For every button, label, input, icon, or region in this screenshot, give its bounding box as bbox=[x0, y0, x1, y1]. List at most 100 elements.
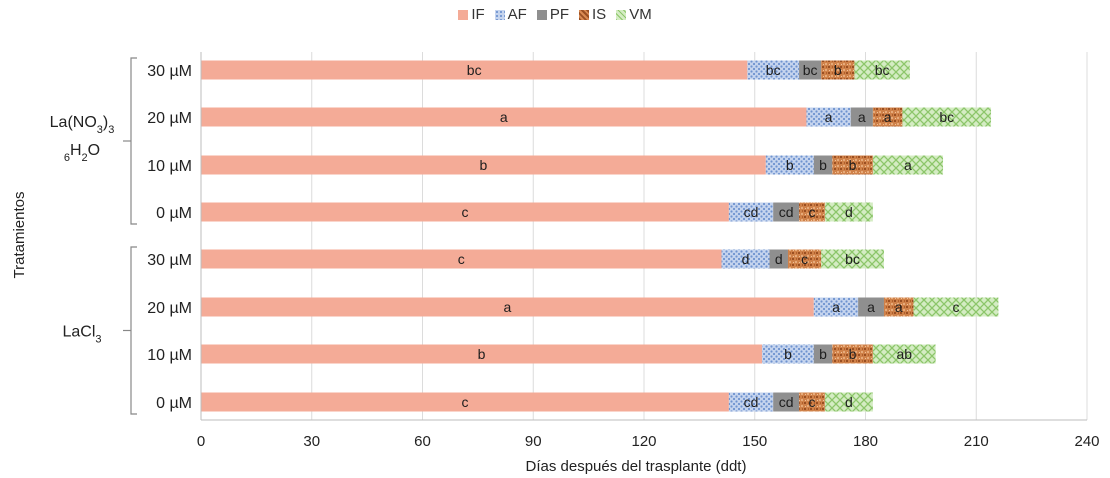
bar-is bbox=[799, 202, 825, 222]
group-label-line2: 6H2O bbox=[64, 142, 100, 164]
bar-is bbox=[832, 155, 873, 175]
bar-data-label: b bbox=[849, 346, 857, 362]
bar-data-label: a bbox=[867, 299, 875, 315]
bar-af bbox=[813, 297, 859, 317]
legend-swatch bbox=[494, 10, 505, 20]
x-axis-label: Días después del trasplante (ddt) bbox=[526, 458, 747, 475]
bar-data-label: b bbox=[849, 157, 857, 173]
bar-data-label: d bbox=[845, 394, 853, 410]
bar-data-label: b bbox=[478, 346, 486, 362]
category-label: 20 µM bbox=[147, 110, 192, 127]
bar-data-label: c bbox=[801, 251, 808, 267]
grid-lines bbox=[311, 52, 1088, 420]
category-label: 0 µM bbox=[156, 205, 192, 222]
bar-data-label: c bbox=[952, 299, 959, 315]
category-label: 30 µM bbox=[147, 252, 192, 269]
bars bbox=[201, 60, 999, 412]
group-bracket bbox=[130, 57, 137, 225]
bar-data-label: a bbox=[832, 299, 840, 315]
bar-data-label: b bbox=[786, 157, 794, 173]
x-tick-label: 90 bbox=[525, 433, 542, 450]
bar-if bbox=[201, 155, 766, 175]
bar-data-label: b bbox=[834, 62, 842, 78]
bar-af bbox=[728, 202, 774, 222]
bar-data-label: a bbox=[858, 109, 866, 125]
bar-vm bbox=[913, 297, 999, 317]
bar-pf bbox=[813, 344, 833, 364]
bar-is bbox=[832, 344, 873, 364]
x-tick-label: 0 bbox=[197, 433, 205, 450]
bar-vm bbox=[824, 392, 873, 412]
bar-data-label: bc bbox=[939, 109, 954, 125]
legend-item-vm: VM bbox=[616, 6, 652, 23]
group-bracket bbox=[130, 246, 137, 415]
bar-is bbox=[821, 60, 855, 80]
bar-af bbox=[765, 155, 814, 175]
category-label: 30 µM bbox=[147, 63, 192, 80]
bar-data-label: b bbox=[480, 157, 488, 173]
bar-af bbox=[728, 392, 774, 412]
legend-label: IS bbox=[592, 6, 607, 23]
bar-if bbox=[201, 249, 722, 269]
bar-vm bbox=[821, 249, 884, 269]
bar-af bbox=[806, 107, 851, 127]
legend-swatch bbox=[536, 10, 547, 20]
bar-pf bbox=[799, 60, 822, 80]
category-label: 20 µM bbox=[147, 300, 192, 317]
bar-data-label: bc bbox=[766, 62, 781, 78]
category-label: 0 µM bbox=[156, 395, 192, 412]
bar-vm bbox=[872, 344, 936, 364]
bar-data-label: bc bbox=[845, 251, 860, 267]
bar-is bbox=[883, 297, 914, 317]
bar-data-label: a bbox=[825, 109, 833, 125]
category-label: 10 µM bbox=[147, 347, 192, 364]
bar-is bbox=[872, 107, 903, 127]
bar-data-label: ab bbox=[896, 346, 912, 362]
category-label: 10 µM bbox=[147, 158, 192, 175]
bar-is bbox=[787, 249, 822, 269]
bar-data-label: bc bbox=[875, 62, 890, 78]
legend-item-pf: PF bbox=[536, 6, 569, 23]
x-tick-label: 240 bbox=[1074, 433, 1099, 450]
bar-vm bbox=[824, 202, 873, 222]
bar-pf bbox=[813, 155, 833, 175]
bar-data-label: d bbox=[742, 251, 750, 267]
bar-if bbox=[201, 202, 729, 222]
bar-data-label: b bbox=[819, 346, 827, 362]
bar-vm bbox=[902, 107, 992, 127]
bar-data-label: b bbox=[784, 346, 792, 362]
axes: 0 30 60 90 120 150 180 210 240 30 µM 20 µM 10 µM 0 µ… bbox=[50, 52, 1100, 450]
bar-data-label: c bbox=[808, 394, 815, 410]
bar-data-label: b bbox=[819, 157, 827, 173]
bar-pf bbox=[773, 392, 800, 412]
bar-af bbox=[747, 60, 800, 80]
legend-swatch bbox=[616, 10, 627, 20]
bar-data-label: c bbox=[461, 394, 468, 410]
group-label: La(NO3)3 bbox=[50, 114, 115, 136]
bar-data-label: bc bbox=[467, 62, 482, 78]
bar-vm bbox=[854, 60, 910, 80]
bar-data-label: a bbox=[895, 299, 903, 315]
bar-if bbox=[201, 107, 807, 127]
y-axis-label: Tratamientos bbox=[11, 192, 28, 279]
bar-if bbox=[201, 297, 814, 317]
bar-data-label: c bbox=[808, 204, 815, 220]
x-tick-label: 120 bbox=[631, 433, 656, 450]
bar-labels: bc bc bc b bca a a a bcb b b b ac cd cd c dc d d c bca a a a cb b… bbox=[458, 62, 960, 410]
bar-if bbox=[201, 392, 729, 412]
bar-data-label: c bbox=[458, 251, 465, 267]
bar-data-label: cd bbox=[744, 204, 759, 220]
bar-if bbox=[201, 344, 763, 364]
bar-data-label: c bbox=[461, 204, 468, 220]
bar-pf bbox=[858, 297, 884, 317]
bar-data-label: a bbox=[500, 109, 508, 125]
bar-pf bbox=[769, 249, 788, 269]
x-tick-label: 180 bbox=[853, 433, 878, 450]
bar-data-label: cd bbox=[779, 204, 794, 220]
group-label: LaCl3 bbox=[62, 324, 101, 346]
bar-data-label: cd bbox=[744, 394, 759, 410]
x-tick-label: 210 bbox=[964, 433, 989, 450]
legend-item-is: IS bbox=[579, 6, 606, 23]
x-tick-label: 60 bbox=[414, 433, 431, 450]
